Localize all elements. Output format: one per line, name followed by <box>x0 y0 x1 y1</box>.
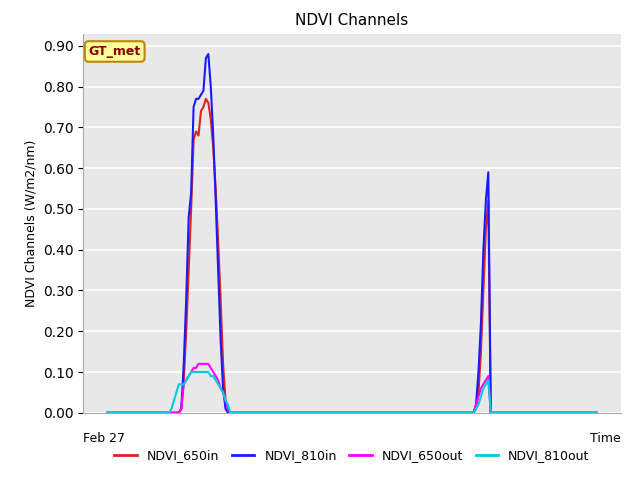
NDVI_650out <box>104 410 111 416</box>
NDVI_650out <box>195 361 202 367</box>
NDVI_650in <box>124 410 131 416</box>
NDVI_810in <box>205 51 212 57</box>
NDVI_650out <box>124 410 131 416</box>
Line: NDVI_650in: NDVI_650in <box>108 99 596 413</box>
NDVI_650in <box>553 410 561 416</box>
NDVI_810in <box>133 410 141 416</box>
NDVI_650in <box>195 132 202 138</box>
NDVI_650out <box>593 410 600 416</box>
NDVI_810in <box>570 410 578 416</box>
NDVI_810in <box>553 410 561 416</box>
NDVI_810in <box>593 410 600 416</box>
Y-axis label: NDVI Channels (W/m2/nm): NDVI Channels (W/m2/nm) <box>24 140 37 307</box>
NDVI_650out <box>197 361 205 367</box>
NDVI_810out <box>553 410 561 416</box>
Line: NDVI_650out: NDVI_650out <box>108 364 596 413</box>
Title: NDVI Channels: NDVI Channels <box>296 13 408 28</box>
NDVI_650in <box>133 410 141 416</box>
NDVI_810out <box>104 410 111 416</box>
Text: Time: Time <box>590 432 621 445</box>
NDVI_810out <box>593 410 600 416</box>
NDVI_810out <box>124 410 131 416</box>
NDVI_650out <box>553 410 561 416</box>
Legend: NDVI_650in, NDVI_810in, NDVI_650out, NDVI_810out: NDVI_650in, NDVI_810in, NDVI_650out, NDV… <box>109 444 595 467</box>
NDVI_650out <box>570 410 578 416</box>
NDVI_650in <box>593 410 600 416</box>
NDVI_810in <box>124 410 131 416</box>
NDVI_810out <box>188 369 195 375</box>
Text: Feb 27: Feb 27 <box>83 432 125 445</box>
NDVI_810in <box>236 410 244 416</box>
NDVI_650in <box>202 96 210 102</box>
NDVI_650in <box>104 410 111 416</box>
NDVI_810in <box>104 410 111 416</box>
NDVI_650out <box>133 410 141 416</box>
Line: NDVI_810out: NDVI_810out <box>108 372 596 413</box>
NDVI_650in <box>236 410 244 416</box>
Text: GT_met: GT_met <box>88 45 141 58</box>
Line: NDVI_810in: NDVI_810in <box>108 54 596 413</box>
NDVI_810out <box>570 410 578 416</box>
NDVI_650in <box>570 410 578 416</box>
NDVI_810out <box>197 369 205 375</box>
NDVI_810out <box>236 410 244 416</box>
NDVI_810in <box>195 96 202 102</box>
NDVI_650out <box>236 410 244 416</box>
NDVI_810out <box>133 410 141 416</box>
